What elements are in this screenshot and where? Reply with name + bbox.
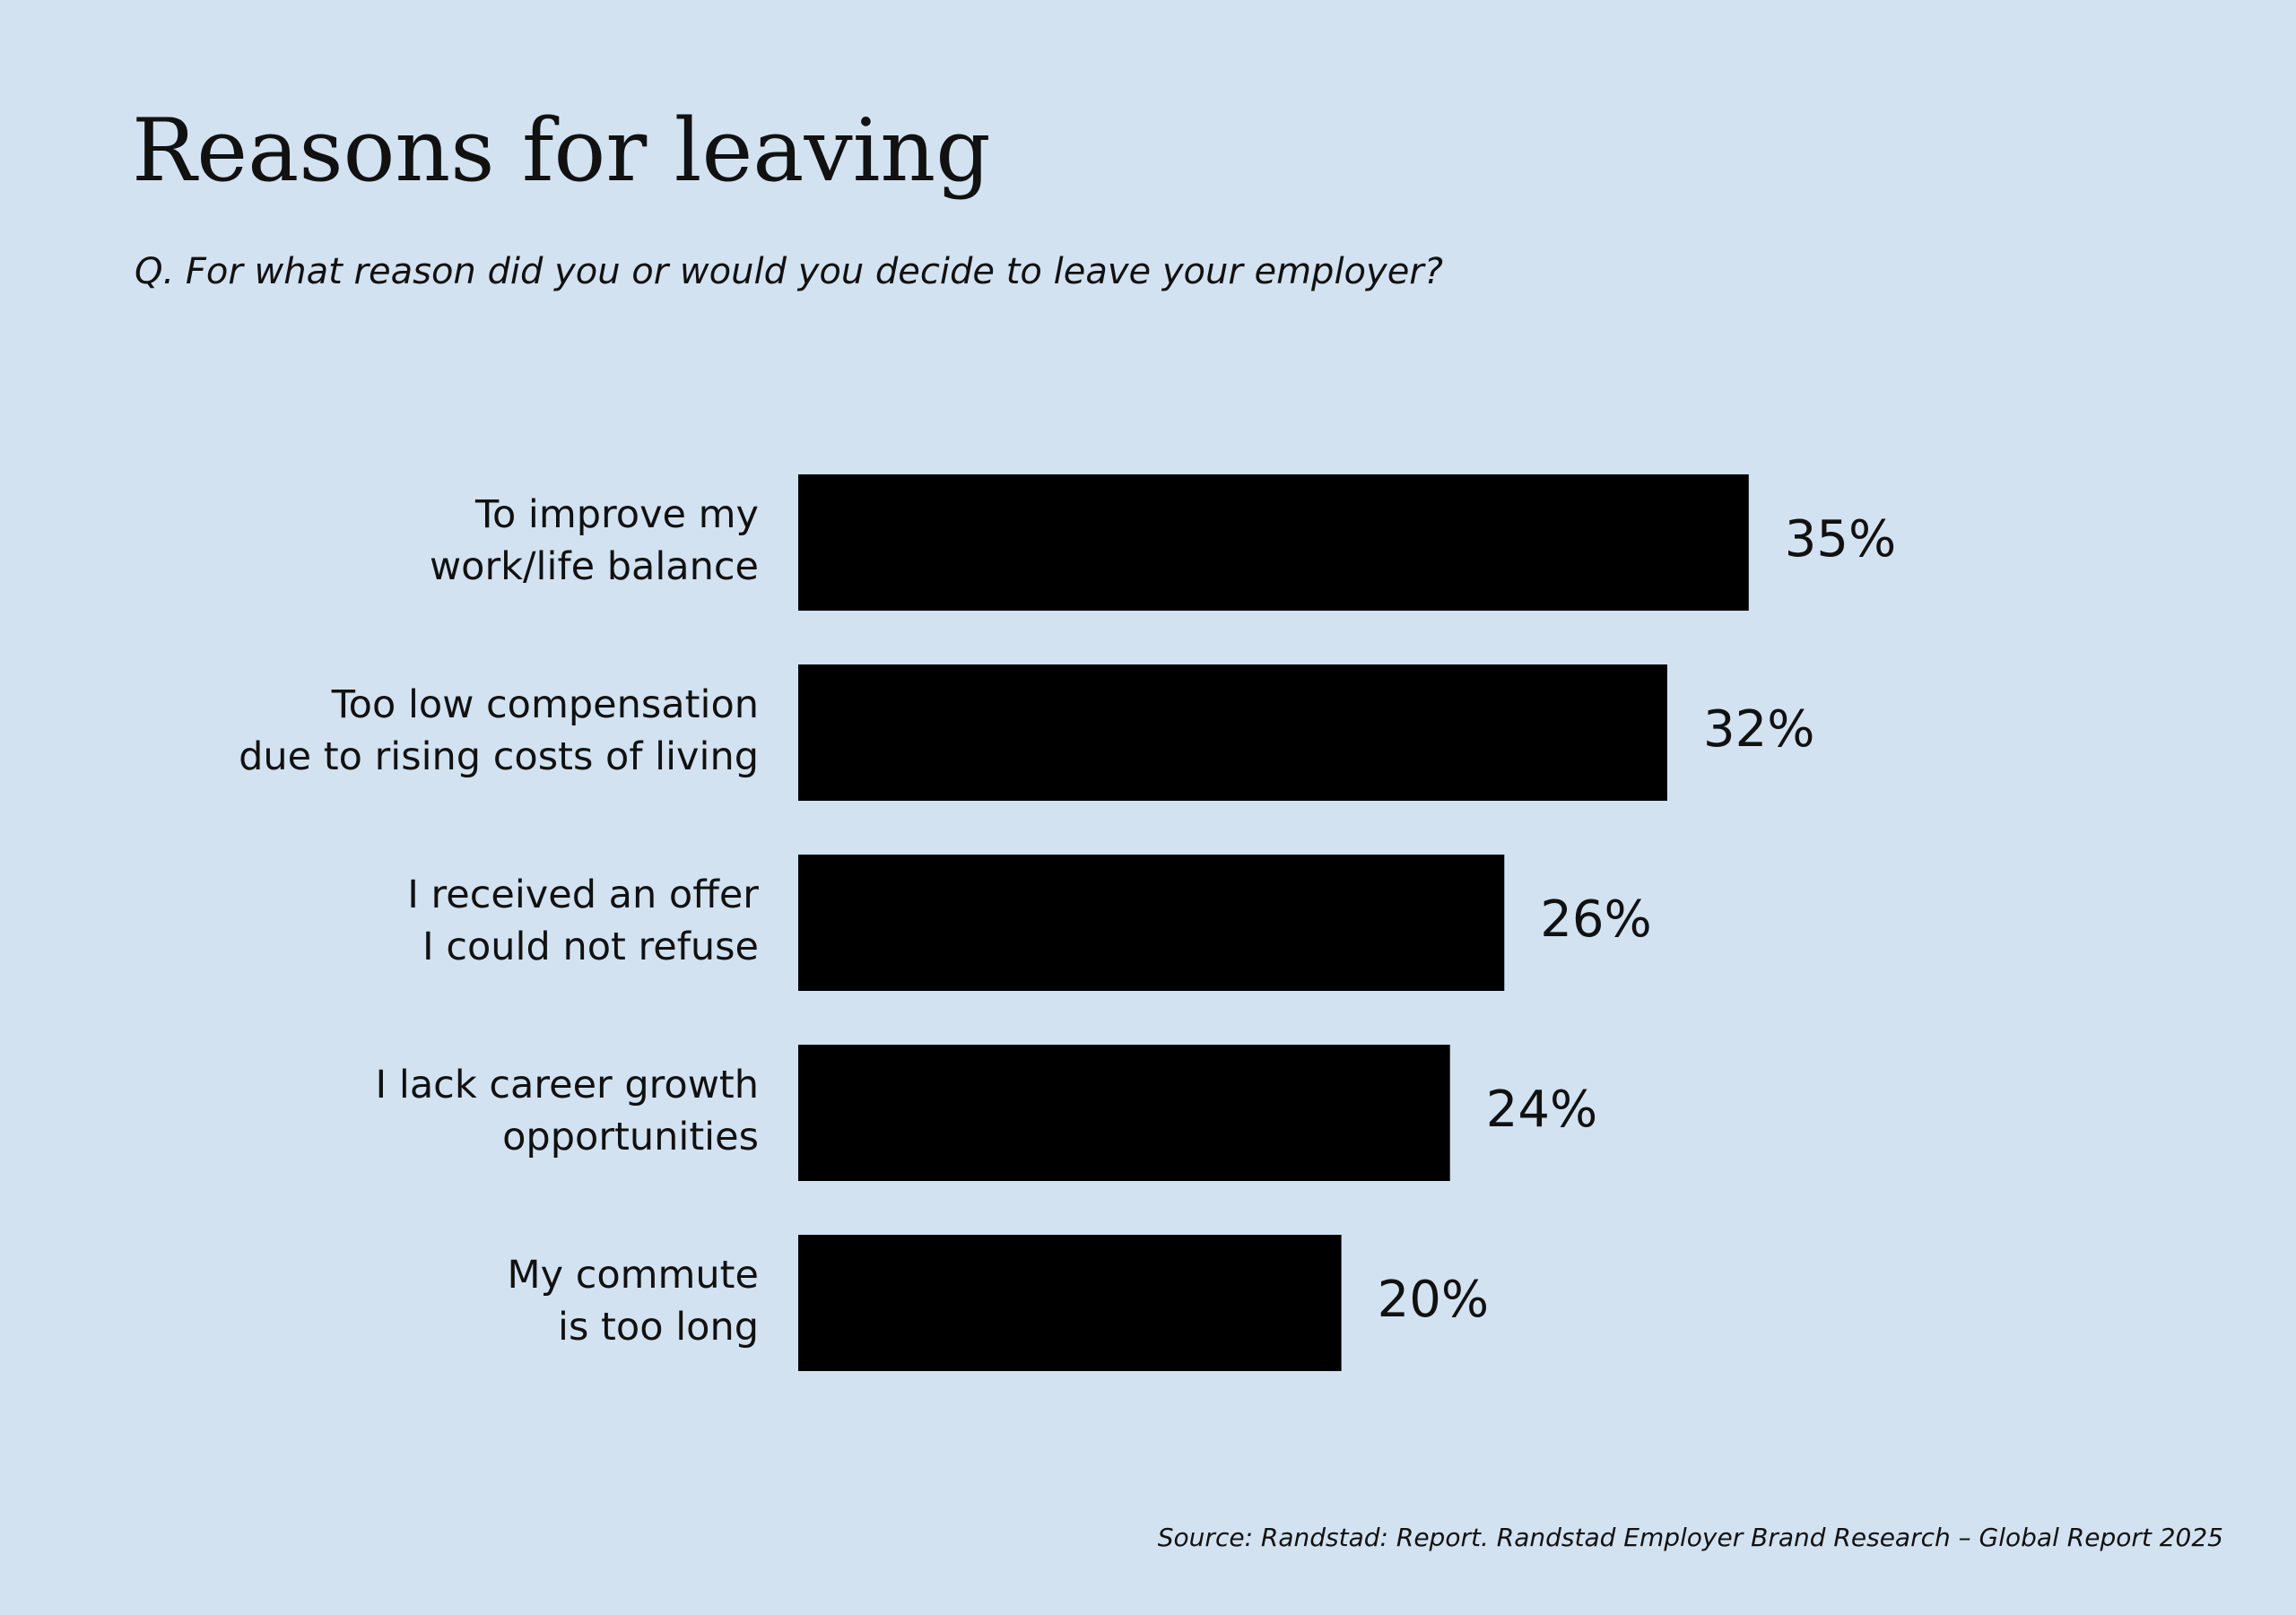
value-label: 26%	[1540, 890, 1651, 949]
category-label: I received an offer I could not refuse	[407, 873, 759, 969]
bar	[798, 1045, 1450, 1181]
chart-title: Reasons for leaving	[132, 100, 991, 201]
bar	[798, 1235, 1342, 1371]
chart-subtitle: Q. For what reason did you or would you …	[135, 251, 1443, 292]
bar	[798, 855, 1505, 991]
value-label: 20%	[1378, 1271, 1489, 1329]
bar	[798, 664, 1667, 801]
value-label: 35%	[1785, 510, 1896, 569]
bar	[798, 474, 1749, 611]
source: Source: Randstad: Report. Randstad Emplo…	[1158, 1523, 2223, 1552]
category-label: I lack career growth opportunities	[376, 1063, 759, 1159]
value-label: 24%	[1486, 1081, 1597, 1139]
value-label: 32%	[1703, 700, 1814, 759]
category-label: Too low compensation due to rising costs …	[239, 682, 759, 779]
category-label: My commute is too long	[507, 1253, 759, 1350]
category-label: To improve my work/life balance	[430, 492, 759, 589]
